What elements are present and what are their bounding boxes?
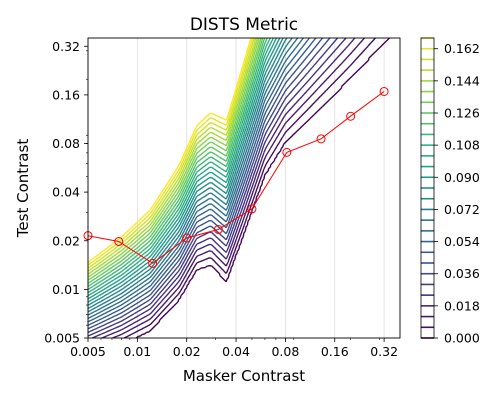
y-tick-label: 0.01 (52, 282, 80, 297)
series-point (114, 236, 124, 246)
series-point (247, 204, 257, 214)
colorbar-tick-label: 0.054 (444, 234, 480, 249)
axes-frame (87, 37, 401, 339)
contour-level-line (88, 38, 299, 316)
chart-title: DISTS Metric (190, 15, 298, 35)
series-point (379, 86, 389, 96)
contour-level-line (88, 38, 274, 297)
colorbar-tick-label: 0.162 (444, 41, 480, 56)
x-tick-label: 0.005 (70, 344, 106, 359)
series-point (148, 258, 158, 268)
series-point (346, 111, 356, 121)
y-tick-label: 0.16 (52, 87, 80, 102)
series-point (213, 224, 223, 234)
x-tick-label: 0.08 (271, 344, 299, 359)
colorbar-frame (420, 37, 435, 339)
x-tick-label: 0.16 (321, 344, 349, 359)
contour-level-line (88, 38, 260, 278)
contour-lines (88, 38, 390, 338)
contour-level-line (91, 38, 347, 338)
colorbar-tick-label: 0.018 (444, 298, 480, 313)
x-tick-label: 0.01 (123, 344, 151, 359)
x-axis-label: Masker Contrast (183, 367, 305, 385)
contour-level-line (88, 38, 317, 326)
contour-level-line (88, 38, 271, 294)
contour-level-line (88, 38, 264, 284)
contour-level-line (135, 38, 390, 338)
colorbar-tick-label: 0.090 (444, 170, 480, 185)
contour-level-line (88, 38, 288, 310)
x-tick-label: 0.02 (173, 344, 201, 359)
colorbar-tick-label: 0.036 (444, 266, 480, 281)
series-point (282, 147, 292, 157)
contour-level-line (88, 38, 254, 266)
contour-level-line (88, 38, 324, 330)
x-tick-label: 0.04 (222, 344, 250, 359)
plot-area: 0.005 0.01 0.02 0.04 0.08 0.16 0.32 0.005 0.01 0.… (44, 37, 401, 359)
x-tick-label: 0.32 (370, 344, 398, 359)
contour-level-line (88, 38, 284, 306)
y-tick-label: 0.005 (44, 331, 80, 346)
colorbar-tick-label: 0.108 (444, 138, 480, 153)
y-tick-label: 0.04 (52, 185, 80, 200)
series-line (87, 91, 385, 264)
contour-level-line (88, 38, 278, 300)
y-axis-label: Test Contrast (14, 139, 32, 239)
series-point (182, 233, 192, 243)
colorbar-tick-label: 0.000 (444, 331, 480, 346)
y-tick-label: 0.08 (52, 136, 80, 151)
y-tick-label: 0.32 (52, 39, 80, 54)
y-tick-label: 0.02 (52, 233, 80, 248)
colorbar-tick-label: 0.144 (444, 73, 480, 88)
contour-level-line (88, 38, 268, 291)
colorbar: 0.000 0.018 0.036 0.054 0.072 0.090 0.108 0.126… (420, 37, 480, 346)
contour-level-line (88, 38, 266, 287)
contour-level-line (88, 38, 257, 272)
colorbar-tick-label: 0.072 (444, 202, 480, 217)
series-point (316, 134, 326, 144)
colorbar-tick-label: 0.126 (444, 106, 480, 121)
contour-level-line (88, 38, 304, 320)
contour-level-line (88, 38, 252, 263)
